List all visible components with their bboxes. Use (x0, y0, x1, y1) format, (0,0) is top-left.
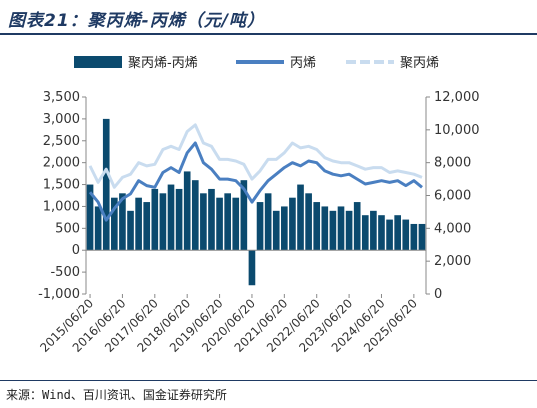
legend-spread-swatch (74, 56, 122, 68)
spread-bar (151, 188, 159, 251)
spread-bar (191, 180, 199, 251)
spread-bar (264, 193, 272, 251)
left-tick-label: -500 (50, 265, 80, 280)
spread-bar (345, 210, 353, 251)
right-tick-label: 8,000 (434, 156, 471, 171)
spread-bar (175, 188, 183, 251)
legend: 聚丙烯-丙烯 丙烯 聚丙烯 (74, 56, 439, 71)
propylene-line (88, 141, 423, 222)
spread-bar (281, 206, 288, 251)
spread-bar (248, 250, 256, 286)
spread-bar (313, 202, 321, 251)
right-tick-label: 10,000 (434, 123, 480, 138)
spread-bar (232, 197, 240, 251)
left-tick-label: 3,500 (43, 90, 80, 105)
spread-bar (183, 171, 191, 251)
spread-bar (272, 210, 280, 251)
price-lines (88, 123, 423, 222)
spread-bar (200, 193, 207, 251)
spread-bar (305, 193, 312, 251)
spread-bar (256, 202, 264, 251)
right-tick-label: 4,000 (434, 221, 471, 236)
spread-bars (86, 118, 426, 286)
spread-bar (321, 206, 329, 251)
left-tick-label: 0 (72, 243, 80, 258)
spread-bar (159, 193, 167, 251)
right-tick-label: 2,000 (434, 254, 471, 269)
title-rule (0, 33, 537, 35)
left-tick-label: 2,500 (43, 134, 80, 149)
spread-bar (418, 223, 426, 251)
right-tick-label: 6,000 (434, 189, 471, 204)
spread-bar (208, 188, 215, 251)
spread-bar (119, 193, 126, 251)
spread-bar (216, 197, 223, 251)
spread-bar (224, 193, 231, 251)
spread-bar (240, 180, 248, 251)
spread-bar (297, 184, 304, 251)
chart: 聚丙烯-丙烯 丙烯 聚丙烯 3,500 3,000 2,500 2,000 1,500 1,0… (37, 56, 480, 355)
spread-bar (386, 219, 393, 251)
left-tick-label: 3,000 (43, 112, 80, 127)
spread-bar (135, 197, 142, 251)
source-note: 来源：Wind、百川资讯、国金证券研究所 (6, 388, 227, 402)
spread-bar (410, 223, 418, 251)
chart-title: 图表21：聚丙烯-丙烯（元/吨） (8, 11, 265, 31)
spread-bar (143, 202, 151, 251)
left-tick-label: 1,000 (43, 199, 80, 214)
spread-bar (94, 206, 102, 251)
spread-bar (167, 184, 175, 251)
spread-bar (102, 118, 110, 251)
polypropylene-line (88, 123, 423, 189)
spread-bar (337, 206, 345, 251)
spread-bar (378, 215, 385, 251)
legend-polypropylene-label: 聚丙烯 (400, 56, 439, 71)
spread-bar (289, 197, 296, 251)
legend-propylene-label: 丙烯 (290, 56, 316, 71)
spread-bar (394, 215, 401, 251)
left-tick-label: 1,500 (43, 178, 80, 193)
spread-bar (370, 210, 377, 251)
spread-bar (329, 210, 337, 251)
bottom-rule (0, 380, 537, 381)
left-tick-label: 500 (55, 221, 80, 236)
spread-bar (127, 210, 134, 251)
left-tick-label: -1,000 (38, 287, 80, 302)
right-tick-label: 0 (434, 287, 442, 302)
spread-bar (361, 215, 369, 251)
spread-bar (402, 219, 410, 251)
right-tick-label: 12,000 (434, 90, 480, 105)
spread-bar (111, 197, 118, 251)
spread-bar (353, 202, 361, 251)
left-tick-label: 2,000 (43, 156, 80, 171)
legend-spread-label: 聚丙烯-丙烯 (128, 56, 198, 71)
spread-bar (86, 184, 94, 251)
